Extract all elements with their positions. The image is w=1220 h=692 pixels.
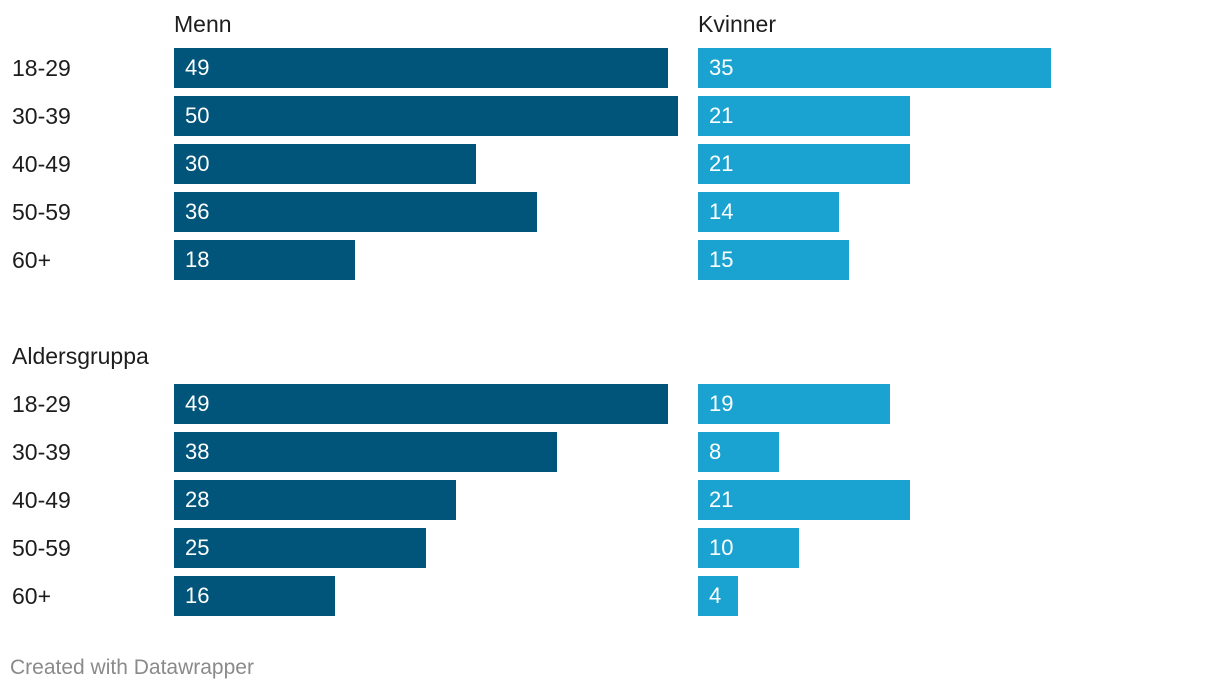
category-label: 30-39 [12, 439, 71, 465]
series-header-menn: Menn [174, 11, 232, 37]
bar-kvinner [698, 480, 910, 520]
bar-value-label: 19 [709, 391, 734, 416]
bar-value-label: 36 [185, 199, 210, 224]
bar-kvinner [698, 528, 799, 568]
category-label: 40-49 [12, 487, 71, 513]
bar-value-label: 4 [709, 583, 722, 608]
bar-menn [174, 384, 668, 424]
bar-value-label: 38 [185, 439, 210, 464]
category-label: 50-59 [12, 535, 71, 561]
bar-menn [174, 528, 426, 568]
bar-value-label: 50 [185, 103, 210, 128]
bar-kvinner [698, 240, 849, 280]
bar-kvinner [698, 192, 839, 232]
bar-menn [174, 432, 557, 472]
bar-menn [174, 192, 537, 232]
bar-value-label: 28 [185, 487, 210, 512]
series-header-kvinner: Kvinner [698, 11, 776, 37]
bar-value-label: 21 [709, 103, 734, 128]
bar-menn [174, 240, 355, 280]
category-label: 40-49 [12, 151, 71, 177]
bar-value-label: 30 [185, 151, 210, 176]
bar-value-label: 49 [185, 391, 210, 416]
bar-menn [174, 576, 335, 616]
bar-menn [174, 96, 678, 136]
bar-value-label: 18 [185, 247, 210, 272]
category-label: 60+ [12, 583, 52, 609]
category-label: 50-59 [12, 199, 71, 225]
bar-value-label: 21 [709, 487, 734, 512]
bar-value-label: 14 [709, 199, 734, 224]
bar-value-label: 16 [185, 583, 210, 608]
bar-kvinner [698, 432, 779, 472]
bar-kvinner [698, 144, 910, 184]
category-label: 18-29 [12, 391, 71, 417]
bar-value-label: 10 [709, 535, 734, 560]
bar-value-label: 15 [709, 247, 734, 272]
category-label: 60+ [12, 247, 52, 273]
category-label: 18-29 [12, 55, 71, 81]
bar-menn [174, 480, 456, 520]
panel-group-label: Aldersgruppa [12, 343, 149, 369]
category-label: 30-39 [12, 103, 71, 129]
bar-value-label: 21 [709, 151, 734, 176]
bar-kvinner [698, 576, 738, 616]
bar-menn [174, 144, 476, 184]
bar-value-label: 8 [709, 439, 722, 464]
bar-value-label: 35 [709, 55, 734, 80]
bar-value-label: 49 [185, 55, 210, 80]
bar-kvinner [698, 384, 890, 424]
bar-menn [174, 48, 668, 88]
bar-value-label: 25 [185, 535, 210, 560]
footer-credit: Created with Datawrapper [10, 656, 254, 679]
bar-kvinner [698, 96, 910, 136]
bar-kvinner [698, 48, 1051, 88]
